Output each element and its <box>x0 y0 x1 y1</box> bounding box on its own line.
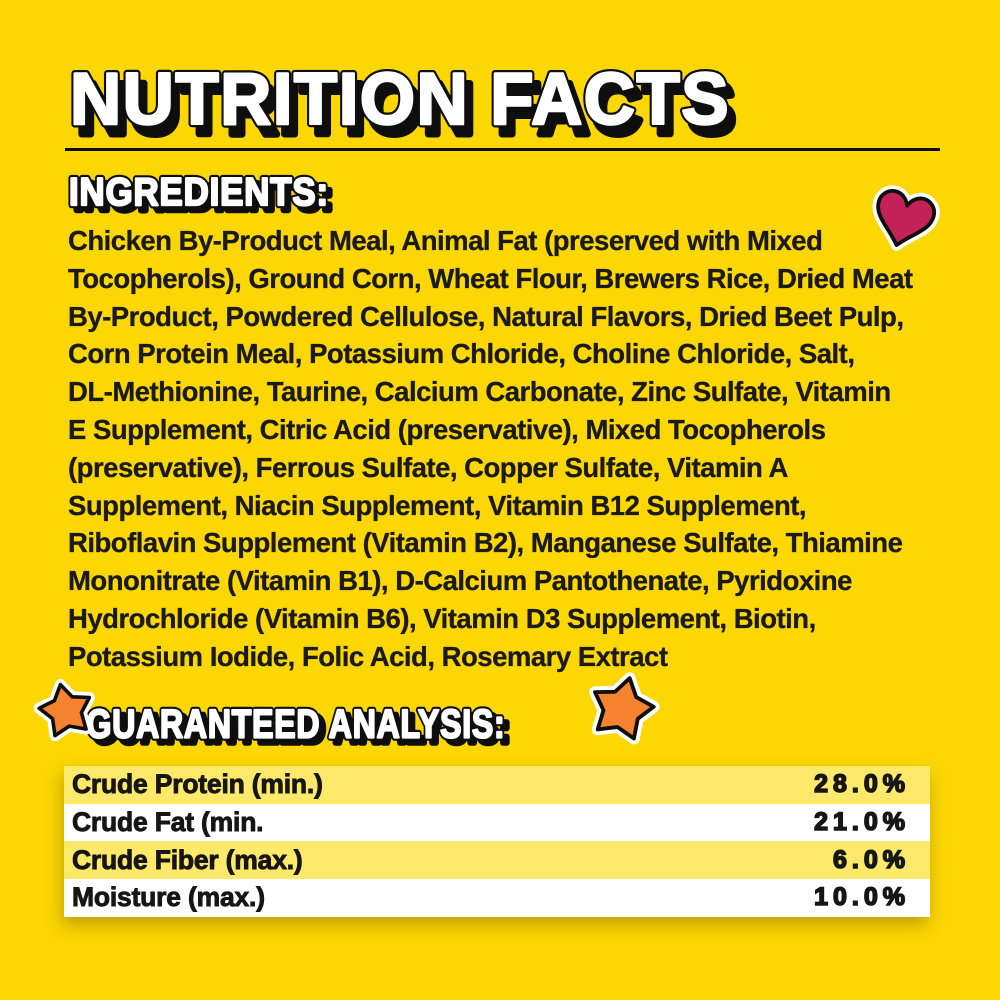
svg-text:INGREDIENTS:: INGREDIENTS: <box>74 176 334 219</box>
svg-text:NUTRITION FACTS: NUTRITION FACTS <box>77 69 737 150</box>
svg-text:GUARANTEED ANALYSIS:: GUARANTEED ANALYSIS: <box>92 708 511 752</box>
svg-text:INGREDIENTS:: INGREDIENTS: <box>69 171 329 214</box>
svg-text:INGREDIENTS:: INGREDIENTS: <box>69 171 329 214</box>
svg-text:GUARANTEED ANALYSIS:: GUARANTEED ANALYSIS: <box>87 703 506 747</box>
svg-text:GUARANTEED ANALYSIS:: GUARANTEED ANALYSIS: <box>87 703 506 747</box>
svg-text:NUTRITION FACTS: NUTRITION FACTS <box>70 59 730 140</box>
svg-text:NUTRITION FACTS: NUTRITION FACTS <box>70 59 730 140</box>
